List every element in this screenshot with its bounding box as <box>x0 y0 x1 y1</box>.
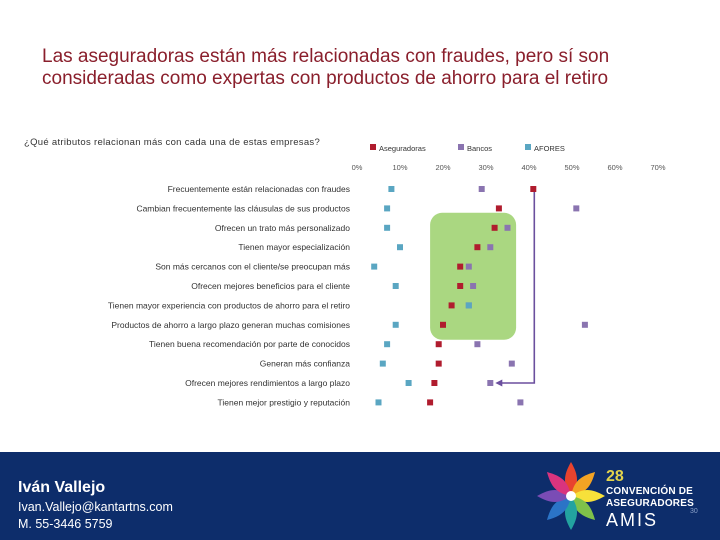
marker-aseguradoras <box>457 263 464 270</box>
marker-afores <box>465 302 472 309</box>
marker-aseguradoras <box>474 244 481 251</box>
presenter-email: Ivan.Vallejo@kantartns.com <box>18 500 173 514</box>
category-label: Ofrecen un trato más personalizado <box>215 223 350 233</box>
marker-afores <box>392 321 399 328</box>
highlight-box <box>430 212 517 340</box>
marker-bancos <box>487 244 494 251</box>
marker-aseguradoras <box>435 341 442 348</box>
legend-swatch <box>525 144 531 150</box>
arrow-head <box>495 379 503 387</box>
marker-afores <box>384 341 391 348</box>
marker-aseguradoras <box>435 360 442 367</box>
marker-afores <box>397 244 403 251</box>
marker-bancos <box>581 321 588 328</box>
category-label: Productos de ahorro a largo plazo genera… <box>111 320 350 330</box>
marker-aseguradoras <box>457 283 464 289</box>
marker-afores <box>371 263 378 270</box>
event-number: 28 <box>606 468 624 485</box>
data-markers <box>371 186 588 406</box>
marker-afores <box>388 186 395 192</box>
legend: Aseguradoras Bancos AFORES <box>370 144 565 153</box>
marker-bancos <box>465 263 472 270</box>
x-axis: 0% 10% 20% 30% 40% 50% 60% 70% <box>352 163 666 172</box>
marker-afores <box>384 205 391 212</box>
x-tick-label: 60% <box>607 163 622 172</box>
marker-aseguradoras <box>440 321 446 328</box>
marker-afores <box>375 399 382 406</box>
event-name-amis: AMIS <box>606 510 659 530</box>
x-tick-label: 40% <box>521 163 536 172</box>
category-label: Son más cercanos con el cliente/se preoc… <box>155 262 350 272</box>
legend-entry: AFORES <box>534 144 565 153</box>
survey-question: ¿Qué atributos relacionan más con cada u… <box>24 137 321 148</box>
marker-bancos <box>517 399 524 406</box>
legend-entry: Bancos <box>467 144 492 153</box>
marker-aseguradoras <box>530 186 537 192</box>
category-label: Tienen mejor prestigio y reputación <box>218 397 351 407</box>
presenter-phone: M. 55-3446 5759 <box>18 517 113 531</box>
attribute-dot-chart: 0% 10% 20% 30% 40% 50% 60% 70% Aseguradoras Banc… <box>108 144 666 407</box>
marker-bancos <box>487 380 494 386</box>
category-label: Ofrecen mejores beneficios para el clien… <box>191 281 350 291</box>
marker-bancos <box>508 360 515 367</box>
category-label: Ofrecen mejores rendimientos a largo pla… <box>185 378 350 388</box>
marker-aseguradoras <box>431 380 438 386</box>
marker-afores <box>379 360 386 367</box>
amis-star-logo-icon <box>537 462 605 530</box>
marker-afores <box>392 283 399 289</box>
category-label: Cambian frecuentemente las cláusulas de … <box>136 203 350 213</box>
marker-aseguradoras <box>448 302 455 309</box>
marker-aseguradoras <box>495 205 502 212</box>
marker-bancos <box>478 186 485 192</box>
category-label: Frecuentemente están relacionadas con fr… <box>168 184 350 194</box>
slide-title: Las aseguradoras están más relacionadas … <box>42 46 610 89</box>
slide-number: 30 <box>690 508 698 515</box>
marker-bancos <box>470 283 477 289</box>
category-label: Tienen mayor experiencia con productos d… <box>108 300 350 310</box>
highlight-layer <box>430 212 517 340</box>
marker-aseguradoras <box>427 399 434 406</box>
x-tick-label: 20% <box>435 163 450 172</box>
category-label: Tienen buena recomendación por parte de … <box>149 339 350 349</box>
x-tick-label: 70% <box>650 163 665 172</box>
x-tick-label: 0% <box>352 163 363 172</box>
presenter-name: Iván Vallejo <box>18 479 106 496</box>
footer-banner: Iván Vallejo Ivan.Vallejo@kantartns.com … <box>0 452 720 540</box>
x-tick-label: 50% <box>564 163 579 172</box>
event-name-line-1: CONVENCIÓN DE <box>606 486 694 497</box>
legend-swatch <box>370 144 376 150</box>
marker-bancos <box>573 205 580 212</box>
marker-afores <box>405 380 412 386</box>
legend-entry: Aseguradoras <box>379 144 426 153</box>
category-label: Generan más confianza <box>260 359 351 369</box>
x-tick-label: 30% <box>478 163 493 172</box>
event-name-line-2: ASEGURADORES <box>606 498 694 509</box>
category-label: Tienen mayor especialización <box>238 242 350 252</box>
marker-bancos <box>474 341 481 348</box>
marker-aseguradoras <box>491 224 498 231</box>
category-labels: Frecuentemente están relacionadas con fr… <box>108 184 350 407</box>
marker-afores <box>384 224 391 231</box>
x-tick-label: 10% <box>392 163 407 172</box>
marker-bancos <box>504 224 511 231</box>
legend-swatch <box>458 144 464 150</box>
